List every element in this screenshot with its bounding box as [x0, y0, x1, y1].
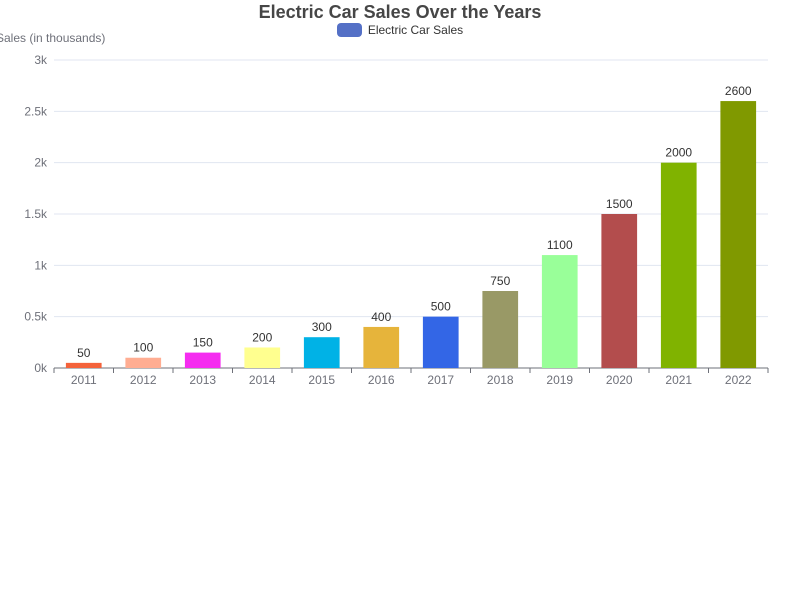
- x-tick-label: 2014: [249, 373, 276, 387]
- data-label: 300: [312, 320, 332, 334]
- y-tick-label: 2k: [34, 156, 48, 170]
- x-tick-label: 2016: [368, 373, 395, 387]
- data-label: 750: [490, 274, 510, 288]
- legend-label[interactable]: Electric Car Sales: [367, 23, 464, 37]
- data-label: 150: [193, 336, 213, 350]
- y-tick-label: 2.5k: [24, 104, 48, 118]
- data-label: 50: [77, 346, 91, 360]
- data-label: 200: [252, 330, 272, 344]
- bar: [660, 162, 697, 368]
- bar: [303, 337, 340, 368]
- x-tick-label: 2018: [487, 373, 514, 387]
- y-tick-label: 0.5k: [24, 310, 48, 324]
- y-tick-label: 0k: [34, 361, 48, 375]
- legend[interactable]: Electric Car Sales: [0, 23, 800, 37]
- bar: [482, 291, 519, 368]
- data-label: 2600: [725, 84, 752, 98]
- bar: [244, 347, 281, 368]
- x-tick-label: 2019: [546, 373, 573, 387]
- chart-title: Electric Car Sales Over the Years: [258, 2, 542, 22]
- x-tick-label: 2015: [308, 373, 335, 387]
- x-tick-label: 2013: [189, 373, 216, 387]
- legend-swatch[interactable]: [336, 23, 362, 37]
- x-tick-label: 2017: [427, 373, 454, 387]
- x-tick-label: 2022: [725, 373, 752, 387]
- bar: [363, 326, 400, 368]
- x-tick-label: 2012: [130, 373, 157, 387]
- y-axis-label: Sales (in thousands): [0, 31, 106, 45]
- bar: [541, 255, 578, 368]
- data-label: 100: [133, 341, 153, 355]
- bar: [125, 357, 162, 368]
- data-label: 1100: [547, 238, 573, 252]
- data-label: 400: [371, 310, 391, 324]
- data-label: 500: [431, 300, 451, 314]
- bar: [601, 214, 638, 368]
- data-label: 2000: [665, 146, 692, 160]
- bar: [184, 352, 221, 368]
- x-tick-label: 2020: [606, 373, 633, 387]
- bar: [65, 362, 102, 368]
- bar: [422, 316, 459, 368]
- x-tick-label: 2021: [665, 373, 692, 387]
- x-tick-label: 2011: [71, 373, 97, 387]
- data-label: 1500: [606, 197, 633, 211]
- y-tick-label: 3k: [34, 53, 48, 67]
- bar: [720, 101, 757, 369]
- y-tick-label: 1k: [34, 258, 48, 272]
- y-tick-label: 1.5k: [24, 207, 48, 221]
